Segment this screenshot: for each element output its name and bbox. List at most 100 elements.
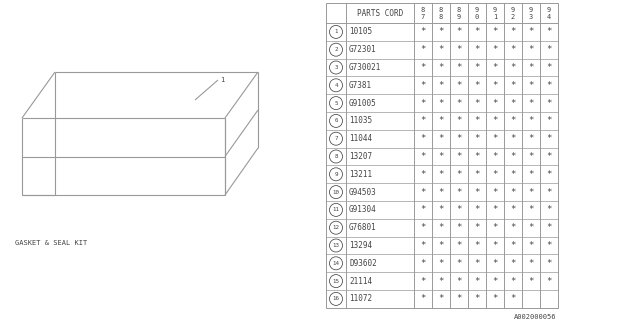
Text: *: *: [420, 28, 426, 36]
Text: *: *: [420, 223, 426, 232]
Text: *: *: [420, 99, 426, 108]
Text: *: *: [492, 241, 498, 250]
Text: 13: 13: [333, 243, 339, 248]
Text: *: *: [420, 259, 426, 268]
Text: *: *: [510, 81, 516, 90]
Text: *: *: [438, 116, 444, 125]
Text: *: *: [474, 259, 480, 268]
Text: 2: 2: [511, 14, 515, 20]
Text: 8: 8: [457, 7, 461, 13]
Text: *: *: [474, 152, 480, 161]
Text: *: *: [547, 276, 552, 286]
Text: *: *: [474, 134, 480, 143]
Text: *: *: [474, 294, 480, 303]
Text: 8: 8: [439, 7, 443, 13]
Text: *: *: [420, 294, 426, 303]
Text: *: *: [492, 116, 498, 125]
Text: 14: 14: [333, 261, 339, 266]
Text: G94503: G94503: [349, 188, 377, 196]
Text: *: *: [438, 223, 444, 232]
Text: *: *: [438, 152, 444, 161]
Text: *: *: [456, 81, 461, 90]
Text: *: *: [474, 170, 480, 179]
Text: *: *: [438, 45, 444, 54]
Text: *: *: [456, 134, 461, 143]
Text: 8: 8: [439, 14, 443, 20]
Text: *: *: [528, 116, 534, 125]
Text: *: *: [420, 45, 426, 54]
Text: *: *: [492, 294, 498, 303]
Text: *: *: [438, 276, 444, 286]
Text: *: *: [547, 223, 552, 232]
Text: *: *: [510, 99, 516, 108]
Text: G91304: G91304: [349, 205, 377, 214]
Text: 6: 6: [334, 118, 338, 124]
Text: PARTS CORD: PARTS CORD: [357, 9, 403, 18]
Text: *: *: [420, 152, 426, 161]
Text: 11035: 11035: [349, 116, 372, 125]
Text: *: *: [547, 28, 552, 36]
Text: 9: 9: [493, 7, 497, 13]
Text: 11: 11: [333, 207, 339, 212]
Text: 9: 9: [511, 7, 515, 13]
Text: *: *: [547, 152, 552, 161]
Text: *: *: [474, 205, 480, 214]
Text: *: *: [547, 205, 552, 214]
Text: *: *: [492, 188, 498, 196]
Text: *: *: [547, 99, 552, 108]
Text: *: *: [547, 170, 552, 179]
Text: 1: 1: [493, 14, 497, 20]
Text: *: *: [528, 134, 534, 143]
Text: 16: 16: [333, 296, 339, 301]
Text: 9: 9: [529, 7, 533, 13]
Text: G76801: G76801: [349, 223, 377, 232]
Text: *: *: [510, 28, 516, 36]
Text: *: *: [420, 63, 426, 72]
Text: *: *: [438, 259, 444, 268]
Bar: [326, 3, 558, 308]
Text: *: *: [528, 188, 534, 196]
Text: *: *: [474, 99, 480, 108]
Text: *: *: [456, 188, 461, 196]
Text: *: *: [510, 294, 516, 303]
Text: *: *: [547, 259, 552, 268]
Text: *: *: [420, 241, 426, 250]
Text: *: *: [547, 63, 552, 72]
Text: *: *: [510, 188, 516, 196]
Text: *: *: [528, 81, 534, 90]
Text: *: *: [510, 63, 516, 72]
Text: 8: 8: [334, 154, 338, 159]
Text: 1: 1: [334, 29, 338, 34]
Text: 3: 3: [529, 14, 533, 20]
Text: *: *: [492, 152, 498, 161]
Text: *: *: [528, 276, 534, 286]
Text: *: *: [456, 28, 461, 36]
Text: *: *: [547, 116, 552, 125]
Text: *: *: [474, 81, 480, 90]
Text: 5: 5: [334, 100, 338, 106]
Text: *: *: [492, 81, 498, 90]
Text: 9: 9: [457, 14, 461, 20]
Text: *: *: [510, 276, 516, 286]
Text: *: *: [492, 63, 498, 72]
Text: *: *: [492, 276, 498, 286]
Text: G91005: G91005: [349, 99, 377, 108]
Text: *: *: [528, 259, 534, 268]
Text: G730021: G730021: [349, 63, 381, 72]
Text: 10: 10: [333, 189, 339, 195]
Text: *: *: [528, 223, 534, 232]
Text: *: *: [547, 241, 552, 250]
Text: *: *: [547, 45, 552, 54]
Text: *: *: [438, 170, 444, 179]
Text: *: *: [438, 241, 444, 250]
Text: *: *: [474, 276, 480, 286]
Text: *: *: [420, 276, 426, 286]
Text: *: *: [474, 241, 480, 250]
Text: *: *: [438, 99, 444, 108]
Text: *: *: [528, 205, 534, 214]
Text: *: *: [492, 205, 498, 214]
Text: *: *: [510, 241, 516, 250]
Text: 1: 1: [220, 77, 224, 83]
Text: *: *: [456, 170, 461, 179]
Text: *: *: [456, 152, 461, 161]
